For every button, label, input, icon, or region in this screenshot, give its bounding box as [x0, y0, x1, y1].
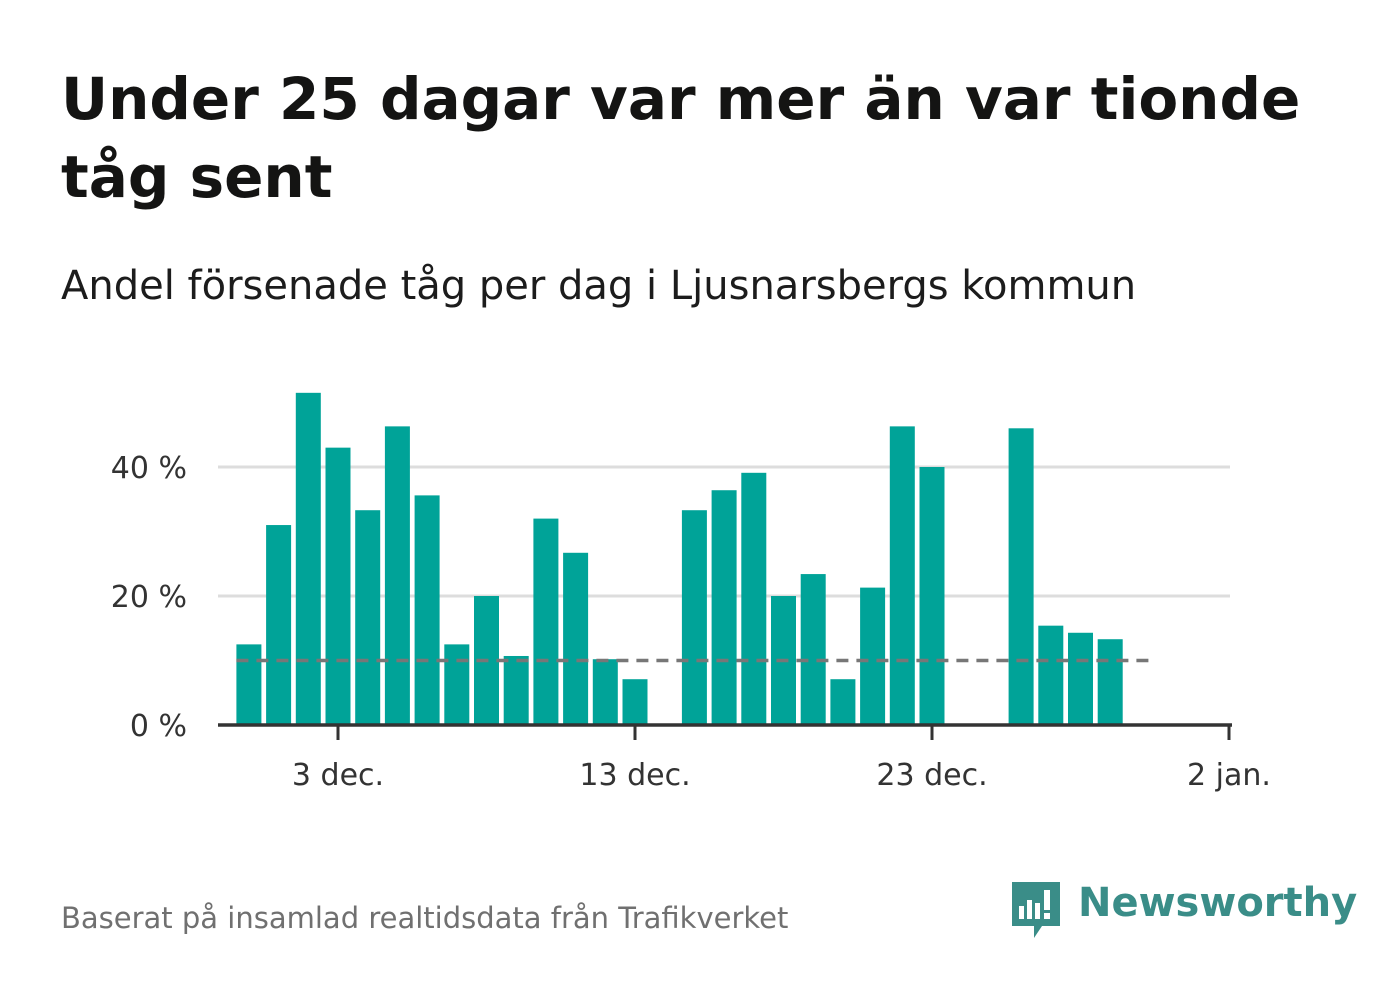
bar [355, 510, 381, 725]
brand-name: Newsworthy [1078, 880, 1358, 926]
source-note: Baserat på insamlad realtidsdata från Tr… [61, 901, 789, 935]
x-tick-label: 13 dec. [579, 758, 690, 793]
bar [889, 426, 915, 725]
bar [1097, 639, 1123, 725]
x-tick-label: 2 jan. [1187, 758, 1271, 793]
bar [1068, 632, 1093, 725]
bar [919, 467, 945, 725]
bar [622, 679, 648, 725]
brand-logo[interactable]: Newsworthy [1010, 878, 1357, 942]
chart-title: Under 25 dagar var mer än var tionde tåg… [61, 65, 1301, 211]
bar [830, 679, 856, 725]
x-tick-label: 23 dec. [876, 758, 987, 793]
bar [1038, 625, 1064, 725]
bar [236, 644, 262, 725]
bar [563, 552, 589, 725]
bar [295, 392, 321, 725]
bar [681, 510, 707, 725]
bar [414, 495, 440, 725]
chart-subtitle: Andel försenade tåg per dag i Ljusnarsbe… [61, 263, 1137, 309]
y-tick-label: 40 % [111, 451, 187, 486]
bar [800, 574, 826, 725]
y-axis-labels: 0 % 20 % 40 % [111, 451, 187, 744]
bar [711, 490, 737, 725]
bar [444, 644, 470, 725]
bar [741, 472, 767, 725]
bar [384, 426, 410, 725]
bar [325, 447, 351, 725]
x-tick-label: 3 dec. [292, 758, 384, 793]
bar [266, 525, 292, 725]
bar [860, 587, 886, 725]
bar [1008, 428, 1034, 725]
bar [592, 659, 618, 725]
newsworthy-logo-icon [1012, 882, 1060, 938]
y-tick-label: 0 % [130, 709, 187, 744]
y-tick-label: 20 % [111, 580, 187, 615]
bar [533, 518, 559, 725]
bar-chart: 3 dec. 13 dec. 23 dec. 2 jan. 0 % 20 % 40 % [111, 392, 1271, 793]
bars [236, 392, 1123, 725]
bar [503, 655, 529, 725]
x-axis: 3 dec. 13 dec. 23 dec. 2 jan. [218, 723, 1271, 793]
